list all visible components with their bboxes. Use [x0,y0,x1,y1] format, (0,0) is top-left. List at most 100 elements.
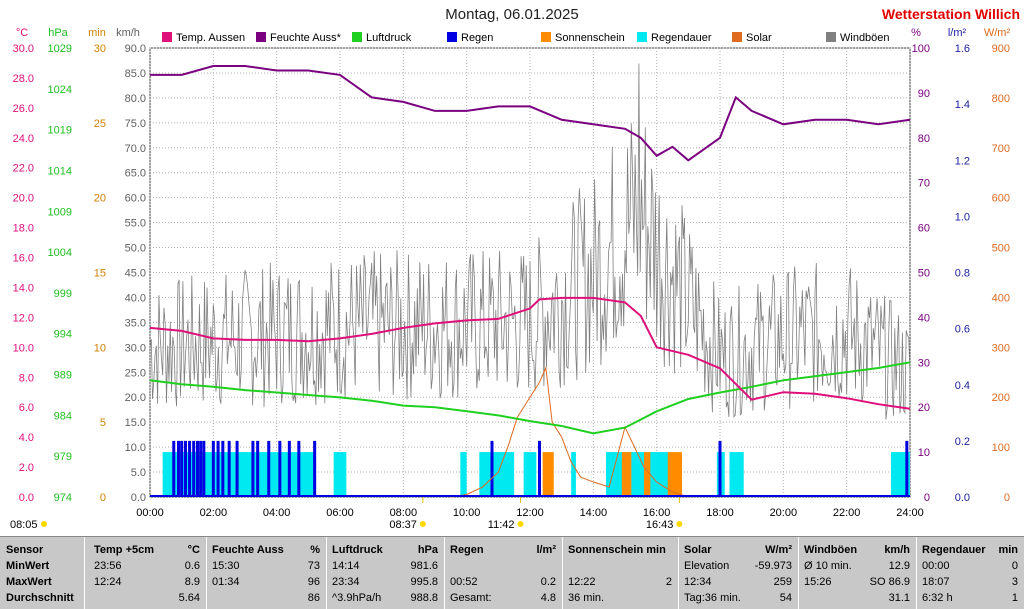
legend-swatch [447,32,457,42]
stats-row-labels: Sensor MinWert MaxWert Durchschnitt [0,537,85,609]
min-axis-label: 25 [94,118,106,130]
stats-row: 01:34 96 [212,576,322,590]
rain-bar [172,440,176,497]
min-axis-label: 30 [94,43,106,55]
stats-value: 988.8 [410,592,438,604]
stats-title-unit: l/m² [536,544,556,556]
time-tick-label: 14:00 [580,507,608,519]
stats-row: 18:07 3 [922,576,1020,590]
temp-axis-label: 4.0 [19,432,34,444]
stats-value: 1 [1011,592,1018,604]
pct-axis-label: 10 [918,447,930,459]
rain-axis-label: 1.0 [955,211,970,223]
rain-bar [177,440,180,497]
stats-time: 36 min. [568,592,605,604]
press-axis-label: 984 [54,410,72,422]
time-tick-label: 04:00 [263,507,291,519]
rain-bar [216,440,220,497]
time-tick-label: 24:00 [896,507,924,519]
axis-unit: % [911,27,921,39]
min-axis-label: 5 [100,417,106,429]
rain-bar [313,440,317,497]
stats-value: 96 [307,576,320,588]
stats-table: Sensor MinWert MaxWert Durchschnitt Temp… [0,536,1024,609]
press-axis-label: 1029 [48,43,72,55]
temp-axis-label: 8.0 [19,372,34,384]
stats-time: 15:30 [212,560,240,572]
raindur-bar [460,452,467,497]
series-solar [450,365,689,498]
stats-title-text: Luftdruck [332,544,383,556]
temp-axis-label: 6.0 [19,402,34,414]
stats-row: 86 [212,592,322,606]
sun-icon [517,521,524,527]
stats-block: Solar W/m² Elevation -59.973 12:34 259 Tag:36 … [678,537,799,609]
kmh-axis-label: 30.0 [125,342,146,354]
temp-axis-label: 0.0 [19,492,34,504]
kmh-axis-label: 65.0 [125,168,146,180]
raindur-bar [891,452,910,497]
kmh-axis-label: 60.0 [125,193,146,205]
kmh-axis-label: 70.0 [125,143,146,155]
rain-bar [227,440,231,497]
stats-time: Ø 10 min. [804,560,852,572]
pct-axis-label: 40 [918,312,930,324]
pct-axis-label: 70 [918,178,930,190]
stats-time: ^3.9hPa/h [332,592,382,604]
raindur-bar [523,452,537,497]
rain-bar [278,440,282,497]
rain-axis-label: 1.4 [955,99,970,111]
rain-bar [188,440,192,497]
pct-axis-label: 50 [918,268,930,280]
sun-icon [41,521,47,527]
temp-axis-label: 16.0 [13,253,34,265]
legend-label: Luftdruck [366,32,412,44]
pct-axis-label: 80 [918,133,930,145]
time-tick-label: 22:00 [833,507,861,519]
press-axis-label: 1014 [48,165,72,177]
stats-title-text: Windböen [804,544,858,556]
stats-time: 01:34 [212,576,240,588]
press-axis-label: 974 [54,492,72,504]
sun-marker-label: 16:43 [646,519,674,531]
legend-swatch [256,32,266,42]
stats-time: 00:00 [922,560,950,572]
press-axis-label: 989 [54,370,72,382]
stats-block-title: Temp +5cm °C [94,544,202,556]
sun-icon [419,521,426,527]
stats-block: Regen l/m² 00:52 0.2 Gesamt: 4.8 [444,537,563,609]
solar-axis-label: 200 [992,392,1010,404]
stats-value: -59.973 [754,560,792,572]
stats-value: 12.9 [888,560,910,572]
stats-row: 15:26 SO 86.9 [804,576,912,590]
rain-bar [287,440,291,497]
series-luftdruck [149,361,911,435]
stats-block-title: Regen l/m² [450,544,558,556]
legend-label: Solar [746,32,772,44]
rain-bar [251,440,255,497]
legend-swatch [826,32,836,42]
stats-row: Elevation -59.973 [684,560,794,574]
rain-axis-label: 1.6 [955,43,970,55]
rain-bar [202,440,206,497]
rain-axis-label: 0.2 [955,436,970,448]
rain-axis-label: 0.6 [955,324,970,336]
stats-block-title: Luftdruck hPa [332,544,440,556]
stats-time: Gesamt: [450,592,492,604]
stats-value: 3 [1011,576,1018,588]
time-tick-label: 10:00 [453,507,481,519]
press-axis-label: 979 [54,451,72,463]
solar-axis-label: 100 [992,442,1010,454]
solar-axis-label: 500 [992,243,1010,255]
raindur-bar [606,452,673,497]
stats-title-text: Solar [684,544,712,556]
time-tick-label: 00:00 [136,507,164,519]
temp-axis-label: 30.0 [13,43,34,55]
rain-bar [199,440,203,497]
kmh-axis-label: 80.0 [125,93,146,105]
legend-swatch [162,32,172,42]
temp-axis-label: 14.0 [13,282,34,294]
legend-swatch [541,32,551,42]
stats-value: 73 [307,560,320,572]
stats-block-title: Solar W/m² [684,544,794,556]
